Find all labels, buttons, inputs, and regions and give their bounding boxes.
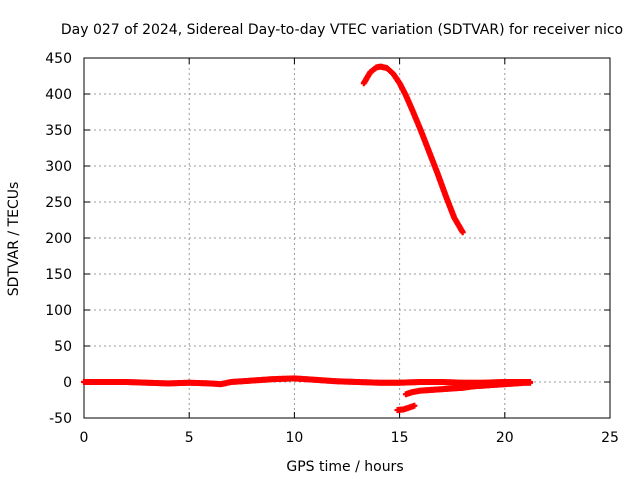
- grid: [84, 58, 610, 418]
- plot-frame: [83, 57, 611, 419]
- data-point: [411, 402, 418, 409]
- y-tick-label: -50: [49, 411, 72, 427]
- y-tick-label: 350: [45, 123, 72, 139]
- data-point: [527, 379, 534, 386]
- chart-title: Day 027 of 2024, Sidereal Day-to-day VTE…: [61, 22, 623, 38]
- x-tick-label: 5: [185, 430, 194, 446]
- y-tick-label: 400: [45, 87, 72, 103]
- data-point: [459, 229, 466, 236]
- y-tick-label: 200: [45, 231, 72, 247]
- y-axis-label: SDTVAR / TECUs: [6, 182, 22, 297]
- y-tick-label: 250: [45, 195, 72, 211]
- series-main-near-zero: [81, 375, 534, 388]
- x-tick-label: 25: [601, 430, 619, 446]
- x-axis: 0 5 10 15 20 25: [80, 58, 619, 446]
- y-tick-label: 0: [63, 375, 72, 391]
- x-tick-label: 0: [80, 430, 89, 446]
- y-tick-label: 300: [45, 159, 72, 175]
- series-short-negative: [394, 402, 418, 414]
- y-tick-label: 50: [54, 339, 72, 355]
- x-tick-label: 15: [391, 430, 409, 446]
- data-points: [81, 63, 534, 414]
- x-tick-label: 10: [285, 430, 303, 446]
- y-axis: -50 0 50 100 150 200 250 300 350 400 450: [45, 51, 610, 427]
- y-tick-label: 450: [45, 51, 72, 67]
- y-tick-label: 100: [45, 303, 72, 319]
- series-rising-branch: [402, 379, 534, 398]
- y-tick-label: 150: [45, 267, 72, 283]
- x-tick-label: 20: [496, 430, 514, 446]
- x-axis-label: GPS time / hours: [286, 459, 403, 475]
- series-high-arc: [360, 63, 466, 236]
